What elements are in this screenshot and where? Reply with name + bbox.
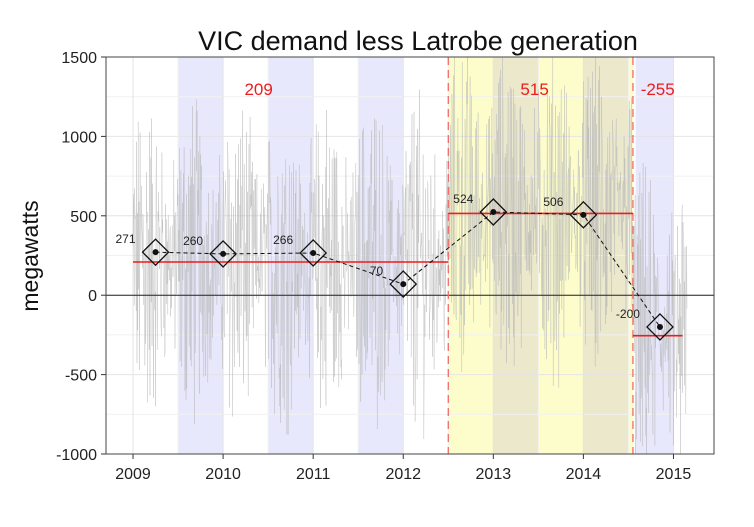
annual-point-dot-3 <box>400 281 407 288</box>
annual-point-marker-2 <box>299 239 328 267</box>
annual-point-label-1: 260 <box>183 234 203 248</box>
annual-point-marker-5 <box>569 200 598 229</box>
demand-trace <box>132 56 688 455</box>
segment-label-1: 515 <box>520 80 548 99</box>
annual-point-label-3: 70 <box>370 264 384 278</box>
x-tick-label-4: 2013 <box>476 466 512 483</box>
y-tick-label-3: 0 <box>88 288 97 305</box>
annual-point-marker-0 <box>141 238 170 267</box>
annual-point-label-2: 266 <box>273 233 293 247</box>
annual-point-marker-1 <box>209 239 238 268</box>
x-tick-label-3: 2012 <box>385 466 421 483</box>
x-tick-label-2: 2011 <box>296 466 331 483</box>
y-axis-label: megawatts <box>17 200 43 311</box>
annual-point-dot-0 <box>152 249 159 256</box>
y-tick-label-1: 1000 <box>61 129 97 146</box>
x-tick-label-5: 2014 <box>566 466 602 483</box>
annual-point-label-0: 271 <box>116 232 136 246</box>
annual-point-dot-1 <box>220 250 227 257</box>
annual-point-marker-4 <box>479 198 508 226</box>
plot-border <box>105 56 715 455</box>
annual-point-dot-6 <box>656 323 663 330</box>
y-tick-label-2: 500 <box>70 209 97 226</box>
annual-point-label-4: 524 <box>453 192 473 206</box>
annual-point-dot-5 <box>580 211 587 218</box>
annual-point-label-5: 506 <box>543 195 563 209</box>
plot-area: 209 515 -255 271 260 266 70 524 506 -200 1500 1000 5… <box>56 50 715 483</box>
annual-point-dot-4 <box>490 208 497 215</box>
annual-point-dot-2 <box>310 249 317 256</box>
annual-point-marker-3 <box>389 270 418 299</box>
y-tick-label-4: -500 <box>65 368 97 385</box>
annual-point-marker-6 <box>646 313 674 341</box>
annual-point-label-6: -200 <box>616 307 640 321</box>
x-tick-label-1: 2010 <box>205 466 241 483</box>
segment-label-2: -255 <box>641 80 675 99</box>
x-tick-label-6: 2015 <box>656 466 692 483</box>
x-tick-label-0: 2009 <box>115 466 151 483</box>
y-tick-label-0: 1500 <box>61 50 97 67</box>
y-tick-label-5: -1000 <box>56 447 97 464</box>
segment-label-0: 209 <box>244 80 272 99</box>
chart-title: VIC demand less Latrobe generation <box>198 26 638 56</box>
